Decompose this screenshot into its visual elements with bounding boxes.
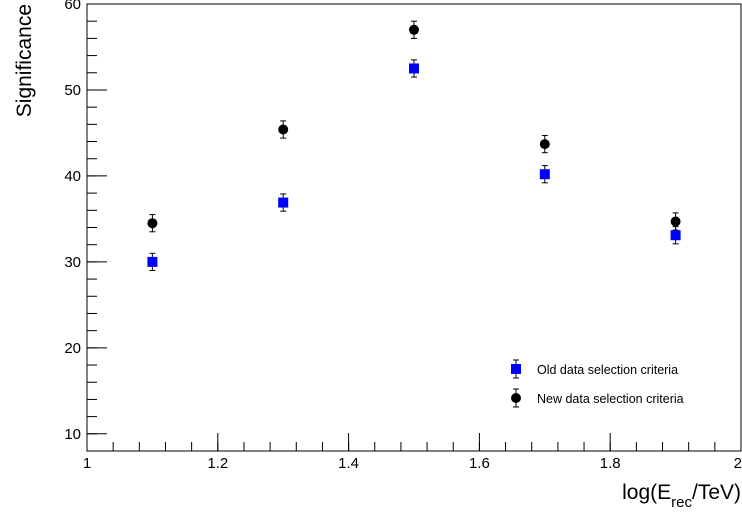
series-old-criteria [147,59,681,271]
data-point-old-criteria [147,256,158,267]
legend: Old data selection criteria New data sele… [511,359,684,408]
legend-label: Old data selection criteria [537,363,678,377]
y-tick-label: 20 [64,340,81,357]
x-axis-title-prefix: log(E [622,481,671,504]
x-tick-label: 1 [83,455,91,472]
x-tick-label: 2 [734,455,742,472]
axis-ticks [86,3,742,452]
y-tick-label: 50 [64,82,81,99]
x-tick-label: 1.4 [338,455,359,472]
y-tick-label: 30 [64,254,81,271]
data-point-old-criteria [278,197,289,208]
data-point-old-criteria [539,169,550,180]
y-tick-label: 40 [64,168,81,185]
data-point-new-criteria [278,124,289,135]
data-point-old-criteria [670,230,681,241]
data-point-new-criteria [409,24,419,35]
legend-marker [511,393,521,403]
x-axis-title-subscript: rec [671,494,692,511]
legend-label: New data selection criteria [537,392,684,406]
series-new-criteria [147,20,681,233]
axis-tick-labels: 1 1.2 1.4 1.6 1.8 2 10 20 30 40 50 60 [64,0,742,472]
x-tick-label: 1.8 [600,455,621,472]
data-point-old-criteria [409,63,419,74]
x-axis-title: log(Erec/TeV) [622,481,741,511]
y-tick-label: 60 [64,0,81,13]
data-point-new-criteria [670,216,681,227]
legend-marker [511,364,521,374]
y-axis-title: Significance [13,4,36,117]
x-tick-label: 1.2 [207,455,228,472]
data-point-new-criteria [539,139,550,150]
x-axis-title-suffix: /TeV) [692,481,741,504]
data-points [147,20,681,271]
data-point-new-criteria [147,218,158,229]
y-tick-label: 10 [64,426,81,443]
x-tick-label: 1.6 [469,455,490,472]
